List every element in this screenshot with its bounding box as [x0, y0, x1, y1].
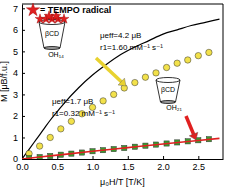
y-tick: 4 — [13, 68, 25, 78]
plot-area — [22, 19, 219, 159]
x-tick-label: 2.0 — [157, 162, 170, 172]
y-tick-mark — [22, 30, 25, 31]
x-axis: 0.0 0.5 1.0 1.5 2.0 2.5 — [16, 156, 223, 172]
y-tick-mark — [22, 159, 25, 160]
y-tick: 6 — [13, 25, 25, 35]
arrow-shaft — [96, 58, 122, 82]
x-tick: 2.0 — [157, 156, 170, 172]
series-marker — [206, 49, 212, 55]
y-tick-label: 1 — [13, 133, 18, 143]
series-marker — [47, 134, 53, 140]
x-tick: 1.5 — [122, 156, 135, 172]
x-tick-mark — [198, 156, 199, 159]
annotation: = TEMPO radical — [40, 5, 111, 15]
series-marker — [132, 79, 138, 85]
x-tick-mark — [93, 156, 94, 159]
y-tick-mark — [22, 73, 25, 74]
y-tick-label: 4 — [13, 68, 18, 78]
arrow-head — [189, 132, 198, 140]
y-axis: 0 1 2 3 4 5 6 7 — [13, 4, 25, 165]
y-tick-label: 0 — [13, 154, 18, 164]
decorations — [26, 3, 198, 140]
cyclodextrin-base — [44, 47, 60, 50]
y-tick: 2 — [13, 111, 25, 121]
tempo-star — [26, 3, 39, 16]
series-marker — [142, 74, 148, 80]
x-tick-label: 1.5 — [122, 162, 135, 172]
series-marker — [110, 91, 116, 97]
y-axis-line — [22, 5, 23, 160]
arrow-head — [118, 78, 126, 86]
series-line — [22, 19, 219, 159]
y-tick: 7 — [13, 4, 25, 14]
cyclodextrin-cup — [39, 22, 65, 48]
y-tick: 3 — [13, 90, 25, 100]
y-tick-mark — [22, 137, 25, 138]
y-tick-mark — [22, 116, 25, 117]
annotation: βCD — [161, 86, 175, 94]
cyclodextrin-cup — [156, 80, 180, 102]
annotation: OH₁₄ — [48, 51, 64, 58]
series-marker — [174, 60, 180, 66]
x-tick: 2.5 — [193, 156, 206, 172]
series-marker — [100, 98, 106, 104]
x-tick-mark — [128, 156, 129, 159]
annotation: OH₂₁ — [166, 104, 182, 111]
annotation: μeff=1.7 μB — [52, 97, 93, 106]
x-tick: 0.5 — [52, 156, 65, 172]
series-marker — [68, 118, 74, 124]
x-axis-title: μ₀H/T [T/K] — [100, 177, 145, 187]
annotation: μeff=4.2 μB — [100, 31, 141, 40]
y-tick-label: 6 — [13, 25, 18, 35]
chart: 0.0 0.5 1.0 1.5 2.0 2.5 0 1 2 3 4 5 6 7 μ₀H/T [T/K] M [… — [0, 0, 229, 189]
series-marker — [163, 64, 169, 70]
series-marker — [58, 126, 64, 132]
y-tick-mark — [22, 94, 25, 95]
y-tick: 5 — [13, 47, 25, 57]
arrow-shaft — [186, 116, 194, 134]
plot-frame — [22, 4, 223, 159]
y-tick: 1 — [13, 133, 25, 143]
x-tick-label: 1.0 — [87, 162, 100, 172]
y-tick-label: 2 — [13, 111, 18, 121]
x-tick-label: 0.5 — [52, 162, 65, 172]
annotation: r1=1.60 mM⁻¹ s⁻¹ — [100, 43, 163, 52]
series-marker — [185, 57, 191, 63]
y-tick-label: 7 — [13, 4, 18, 14]
y-tick-label: 5 — [13, 47, 18, 57]
series-marker — [36, 143, 42, 149]
series-marker — [195, 52, 201, 58]
x-tick-label: 0.0 — [16, 162, 29, 172]
series-line — [22, 138, 219, 159]
annotation: βCD — [45, 30, 59, 38]
x-tick-label: 2.5 — [193, 162, 206, 172]
x-tick: 1.0 — [87, 156, 100, 172]
y-axis-title: M [μB/f.u.] — [0, 61, 9, 102]
y-tick: 0 — [13, 154, 25, 164]
y-tick-label: 3 — [13, 90, 18, 100]
x-axis-line — [23, 159, 224, 160]
y-tick-mark — [22, 51, 25, 52]
series-marker — [153, 70, 159, 76]
x-tick-mark — [163, 156, 164, 159]
annotation: r1=0.32 mM⁻¹ s⁻¹ — [52, 109, 115, 118]
y-tick-mark — [22, 8, 25, 9]
tempo-star — [59, 14, 69, 23]
cyclodextrin-rim — [156, 78, 180, 83]
